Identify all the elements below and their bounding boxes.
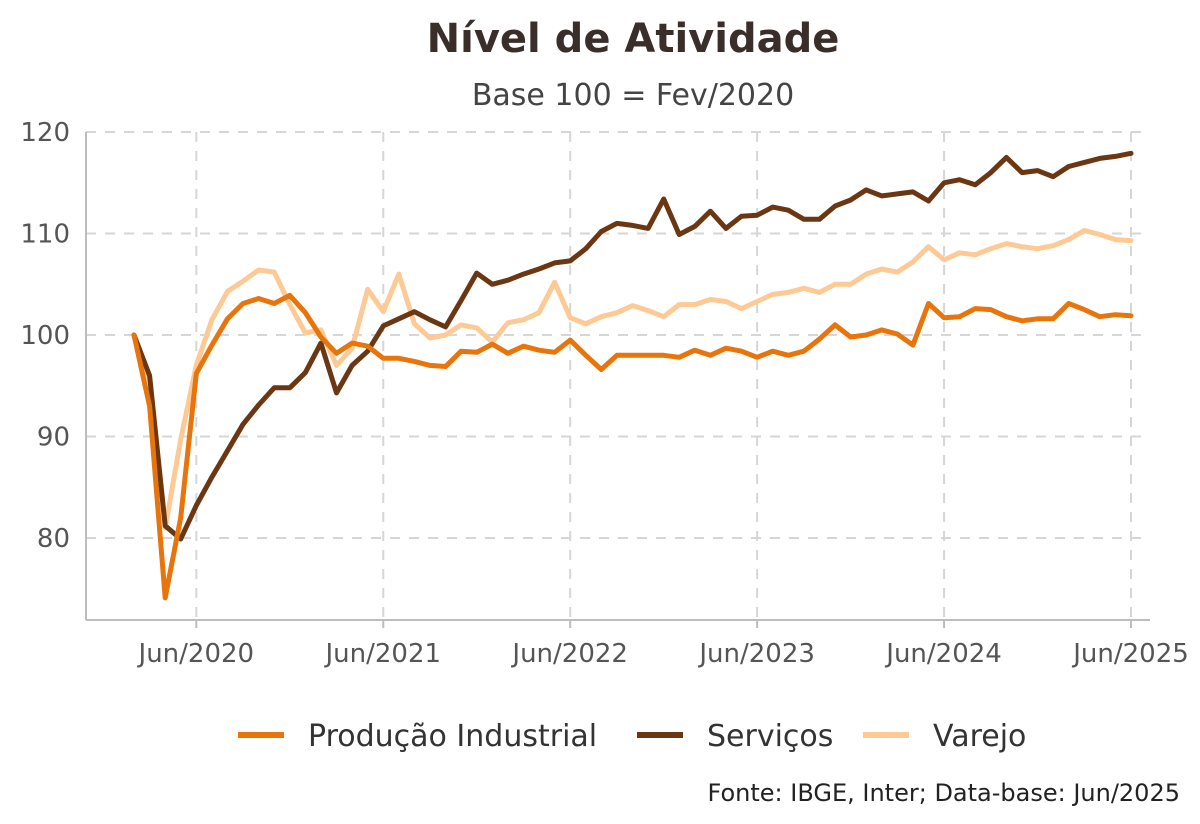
legend-label: Serviços [707, 719, 833, 754]
x-tick-label: Jun/2020 [137, 639, 255, 669]
series-lines [131, 150, 1134, 601]
chart-title: Nível de Atividade [427, 16, 840, 62]
legend-item: Varejo [863, 719, 1026, 754]
x-tick-label: Jun/2025 [1071, 639, 1189, 669]
series-line-varejo [131, 228, 1134, 531]
y-tick-label: 90 [37, 423, 70, 453]
chart-subtitle: Base 100 = Fev/2020 [472, 78, 794, 113]
gridlines [86, 131, 1150, 620]
y-tick-label: 100 [20, 321, 70, 351]
series-line-servi-os [131, 150, 1134, 542]
legend-item: Serviços [637, 719, 833, 754]
series-line-produ-o-industrial [131, 292, 1134, 601]
tick-labels: 80 90 100 110 120 Jun/2020 Jun/2021 Jun/2022 Jun… [20, 118, 1188, 669]
chart-caption: Fonte: IBGE, Inter; Data-base: Jun/2025 [708, 779, 1180, 807]
y-tick-label: 110 [20, 220, 70, 250]
x-tick-label: Jun/2021 [323, 639, 441, 669]
x-tick-label: Jun/2024 [884, 639, 1002, 669]
legend-item: Produção Industrial [238, 719, 597, 754]
y-tick-label: 120 [20, 118, 70, 148]
axes [85, 132, 1150, 628]
x-tick-label: Jun/2022 [510, 639, 628, 669]
legend: Produção Industrial Serviços Varejo [238, 719, 1026, 754]
x-tick-label: Jun/2023 [697, 639, 815, 669]
y-tick-label: 80 [37, 524, 70, 554]
legend-label: Varejo [933, 719, 1026, 754]
legend-label: Produção Industrial [308, 719, 597, 754]
